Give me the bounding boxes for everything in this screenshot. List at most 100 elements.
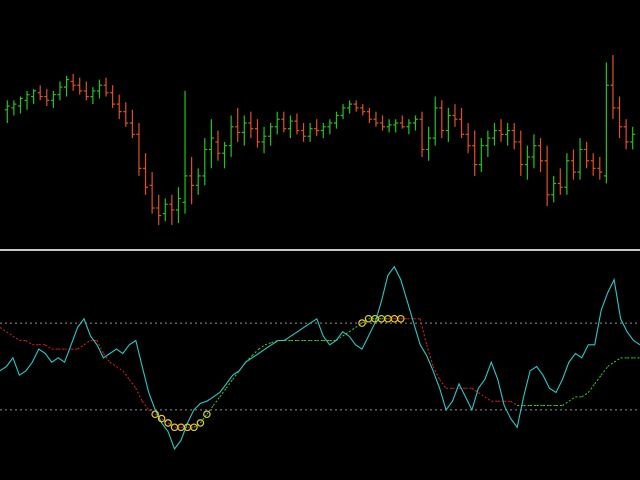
price-bar: [617, 96, 623, 139]
oscillator-panel: [0, 265, 640, 451]
price-bar: [393, 119, 399, 133]
price-bar: [90, 87, 96, 105]
signal-segment: [212, 396, 221, 406]
signal-segment: [342, 331, 350, 337]
price-bar: [301, 123, 307, 142]
price-bar: [459, 107, 465, 139]
price-bar: [353, 100, 359, 112]
signal-marker: [196, 419, 205, 427]
signal-segment: [419, 318, 428, 345]
price-bar: [228, 115, 234, 157]
price-panel: [4, 55, 636, 225]
price-bar: [373, 111, 379, 127]
signal-segment: [6, 331, 14, 337]
price-bar: [175, 187, 181, 224]
signal-segment: [432, 366, 441, 380]
signal-segment: [361, 318, 369, 324]
price-bar: [70, 73, 76, 91]
price-bar: [366, 107, 372, 123]
price-bar: [169, 194, 175, 225]
signal-segment: [193, 422, 201, 428]
price-bar: [432, 96, 438, 146]
price-bar: [597, 157, 603, 180]
signal-segment: [200, 413, 208, 424]
price-bar: [551, 175, 557, 203]
signal-segment: [600, 366, 609, 376]
price-bar: [208, 119, 214, 169]
signal-segment: [478, 392, 486, 398]
oscillator-line: [0, 265, 640, 451]
price-bar: [347, 100, 353, 114]
signal-segment: [484, 396, 492, 402]
price-bar: [116, 94, 122, 120]
price-bar: [50, 90, 56, 108]
price-bar: [505, 123, 511, 146]
signal-marker: [397, 314, 405, 323]
price-bar: [149, 172, 155, 214]
price-bar: [603, 62, 609, 184]
signal-segment: [12, 335, 20, 341]
price-bar: [406, 119, 412, 135]
price-bar: [610, 55, 616, 120]
signal-segment: [25, 340, 33, 346]
price-bar: [77, 77, 83, 95]
price-bar: [11, 100, 17, 116]
price-bar: [412, 115, 418, 131]
price-bar: [485, 130, 491, 157]
price-bar: [4, 100, 10, 123]
price-bar: [538, 138, 544, 173]
price-bar: [162, 198, 168, 222]
signal-segment: [83, 340, 91, 346]
signal-segment: [167, 422, 175, 428]
price-bar: [44, 89, 50, 106]
price-bar: [478, 138, 484, 173]
price-bar: [294, 113, 300, 135]
price-bar: [380, 115, 386, 131]
price-bar: [518, 130, 524, 176]
signal-segment: [206, 405, 214, 415]
signal-segment: [44, 344, 52, 350]
signal-segment: [154, 413, 162, 419]
signal-segment: [135, 387, 143, 402]
price-bar: [419, 111, 425, 157]
price-bar: [254, 119, 260, 148]
signal-segment: [225, 379, 234, 389]
price-bar: [399, 115, 405, 129]
signal-segment: [258, 344, 266, 350]
price-bar: [491, 123, 497, 146]
signal-segment: [141, 400, 150, 411]
signal-segment: [594, 374, 602, 385]
price-bar: [17, 96, 23, 114]
price-bar: [136, 123, 142, 176]
price-bar: [202, 138, 208, 186]
price-bar: [182, 90, 188, 214]
price-bar: [156, 194, 162, 225]
signal-segment: [128, 379, 137, 389]
signal-segment: [109, 361, 117, 367]
price-bar: [314, 119, 320, 137]
price-bar: [472, 130, 478, 176]
price-bar: [544, 145, 550, 207]
price-bar: [274, 111, 280, 135]
price-bar: [564, 153, 570, 195]
price-bar: [57, 81, 63, 101]
signal-marker: [164, 419, 172, 427]
signal-segment: [161, 418, 169, 424]
signal-segment: [251, 348, 259, 357]
price-bar: [623, 119, 629, 150]
signal-segment: [148, 409, 156, 415]
price-bar: [360, 104, 366, 116]
price-bar: [222, 141, 228, 169]
price-bar: [261, 126, 267, 154]
price-bar: [189, 157, 195, 205]
price-bar: [248, 111, 254, 139]
price-bar: [557, 168, 563, 195]
signal-segment: [232, 370, 240, 380]
price-bar: [524, 145, 530, 180]
signal-marker: [203, 410, 211, 419]
signal-segment: [96, 340, 104, 354]
signal-segment: [562, 400, 570, 406]
price-bar: [426, 126, 432, 161]
price-bar: [64, 75, 70, 97]
